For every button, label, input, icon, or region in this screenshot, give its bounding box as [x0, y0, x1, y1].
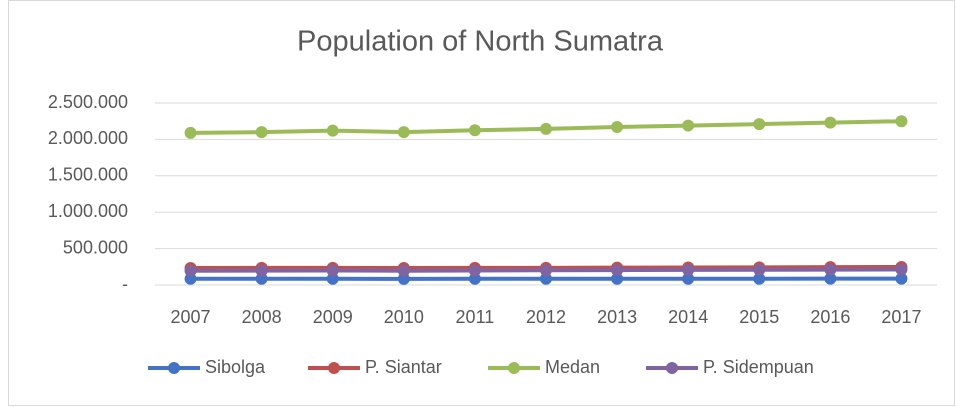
x-tick-label: 2014 [668, 307, 708, 327]
x-tick-label: 2016 [810, 307, 850, 327]
data-point [540, 264, 552, 277]
x-tick-label: 2008 [242, 307, 282, 327]
y-tick-label: 500.000 [63, 237, 128, 257]
data-point [824, 116, 837, 129]
x-tick-label: 2017 [881, 307, 921, 327]
data-point [255, 126, 268, 139]
data-point [824, 263, 837, 276]
data-point [184, 264, 197, 277]
legend-marker [666, 362, 678, 374]
data-point [611, 121, 624, 134]
chart-title: Population of North Sumatra [297, 26, 664, 58]
data-point [611, 264, 624, 277]
data-point [468, 264, 481, 277]
data-point [326, 264, 339, 277]
data-point [682, 263, 695, 276]
legend-marker [168, 362, 180, 374]
data-point [895, 263, 908, 276]
y-tick-label: - [122, 274, 128, 294]
y-tick-label: 1.000.000 [48, 201, 128, 221]
legend-label: P. Siantar [365, 357, 442, 377]
data-point [184, 126, 197, 139]
data-point [540, 272, 552, 285]
legend-label: P. Sidempuan [703, 357, 814, 377]
data-point [326, 124, 339, 137]
data-point [397, 264, 410, 277]
data-point [682, 119, 695, 132]
legend-label: Sibolga [205, 357, 266, 377]
y-tick-label: 2.500.000 [48, 92, 128, 112]
data-point [255, 264, 268, 277]
x-tick-label: 2009 [313, 307, 353, 327]
data-point [611, 272, 624, 285]
data-point [753, 118, 766, 131]
data-point [397, 126, 410, 139]
x-tick-label: 2011 [456, 307, 495, 327]
y-tick-label: 1.500.000 [48, 165, 128, 185]
data-point [468, 272, 481, 285]
legend-label: Medan [545, 357, 600, 377]
data-point [540, 122, 552, 135]
x-tick-label: 2015 [739, 307, 779, 327]
data-point [753, 272, 766, 285]
chart-frame [8, 0, 955, 406]
x-tick-label: 2007 [171, 307, 211, 327]
legend-marker [508, 362, 520, 374]
legend-marker [328, 362, 340, 374]
data-point [824, 272, 837, 285]
x-tick-label: 2013 [597, 307, 637, 327]
data-point [895, 272, 908, 285]
x-tick-label: 2012 [526, 307, 566, 327]
data-point [753, 263, 766, 276]
data-point [468, 124, 481, 137]
y-tick-label: 2.000.000 [48, 128, 128, 148]
x-tick-label: 2010 [384, 307, 424, 327]
data-point [895, 115, 908, 128]
data-point [682, 272, 695, 285]
